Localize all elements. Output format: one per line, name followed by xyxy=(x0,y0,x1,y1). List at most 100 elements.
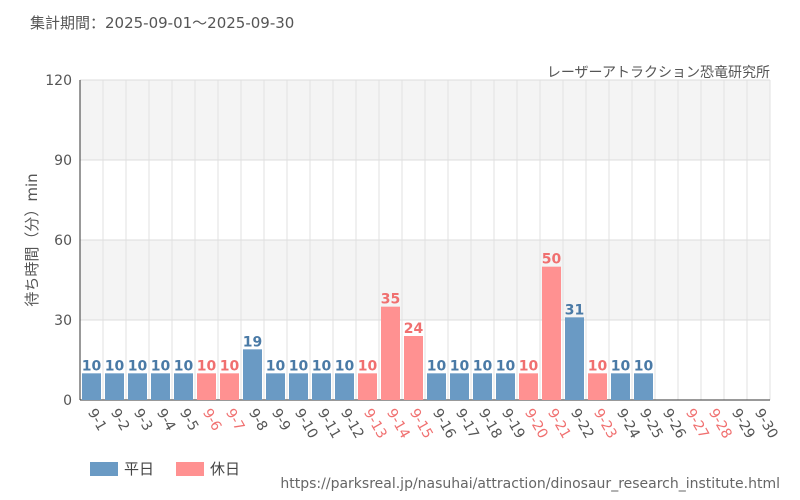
x-tick-label: 9-17 xyxy=(452,406,482,442)
y-tick-label: 0 xyxy=(63,393,72,409)
legend-label-holiday: 休日 xyxy=(210,460,241,478)
data-label: 10 xyxy=(266,358,286,374)
x-tick-label: 9-12 xyxy=(337,406,367,442)
data-label: 10 xyxy=(151,358,171,374)
bar xyxy=(82,373,101,400)
bar xyxy=(243,349,262,400)
data-label: 10 xyxy=(128,358,148,374)
weekday-swatch xyxy=(90,461,118,476)
x-tick-label: 9-19 xyxy=(498,406,528,442)
bar xyxy=(197,373,216,400)
data-label: 10 xyxy=(105,358,125,374)
data-label: 10 xyxy=(496,358,516,374)
bar xyxy=(220,373,239,400)
bar xyxy=(105,373,124,400)
bar xyxy=(404,336,423,400)
data-label: 10 xyxy=(611,358,631,374)
y-tick-label: 90 xyxy=(54,153,72,169)
bar xyxy=(335,373,354,400)
axes xyxy=(79,80,770,401)
x-tick-label: 9-23 xyxy=(590,406,620,442)
x-tick-label: 9-13 xyxy=(360,406,390,442)
bar xyxy=(565,317,584,400)
bar xyxy=(128,373,147,400)
x-tick-label: 9-21 xyxy=(544,406,574,442)
data-label: 10 xyxy=(312,358,332,374)
x-tick-label: 9-25 xyxy=(636,406,666,442)
bar xyxy=(496,373,515,400)
x-tick-label: 9-5 xyxy=(176,406,201,434)
x-tick-label: 9-28 xyxy=(705,406,735,442)
data-label: 35 xyxy=(381,292,400,308)
bar xyxy=(473,373,492,400)
x-tick-label: 9-11 xyxy=(314,406,344,442)
y-tick-label: 120 xyxy=(45,73,72,89)
data-label: 10 xyxy=(358,358,378,374)
x-tick-label: 9-29 xyxy=(728,406,758,442)
bar xyxy=(312,373,331,400)
x-tick-label: 9-18 xyxy=(475,406,505,442)
bar xyxy=(151,373,170,400)
x-tick-label: 9-2 xyxy=(107,406,132,434)
data-label: 10 xyxy=(473,358,493,374)
x-tick-labels: 9-19-29-39-49-59-69-79-89-99-109-119-129… xyxy=(84,406,781,442)
x-tick-label: 9-26 xyxy=(659,406,689,442)
legend-label-weekday: 平日 xyxy=(124,460,155,478)
data-label: 10 xyxy=(82,358,102,374)
x-tick-label: 9-16 xyxy=(429,406,459,442)
bar xyxy=(266,373,285,400)
bar xyxy=(519,373,538,400)
bar xyxy=(289,373,308,400)
data-label: 31 xyxy=(565,302,584,318)
holiday-swatch xyxy=(176,461,205,476)
data-label: 10 xyxy=(519,358,539,374)
y-tick-label: 60 xyxy=(54,233,72,249)
data-label: 10 xyxy=(220,358,240,374)
bar xyxy=(174,373,193,400)
data-label: 24 xyxy=(404,321,424,337)
y-axis-label: 待ち時間（分）min xyxy=(23,173,41,306)
period-label: 集計期間：2025-09-01～2025-09-30 xyxy=(30,14,295,32)
data-label: 10 xyxy=(588,358,608,374)
bar xyxy=(588,373,607,400)
data-label: 10 xyxy=(450,358,470,374)
bar xyxy=(381,306,400,400)
data-label: 10 xyxy=(174,358,194,374)
x-tick-label: 9-15 xyxy=(406,406,436,442)
x-tick-label: 9-20 xyxy=(521,406,551,442)
facility-name: レーザーアトラクション恐竜研究所 xyxy=(546,65,770,81)
data-label: 10 xyxy=(289,358,309,374)
source-url: https://parksreal.jp/nasuhai/attraction/… xyxy=(280,476,780,492)
x-tick-label: 9-8 xyxy=(245,406,270,434)
x-tick-label: 9-14 xyxy=(383,406,413,442)
bar xyxy=(427,373,446,400)
data-label: 50 xyxy=(542,252,562,268)
x-tick-label: 9-10 xyxy=(291,406,321,442)
x-tick-label: 9-9 xyxy=(268,406,293,434)
data-label: 10 xyxy=(197,358,217,374)
x-tick-label: 9-7 xyxy=(222,406,247,434)
legend-item-weekday: 平日 xyxy=(90,458,154,479)
data-label: 10 xyxy=(634,358,654,374)
x-tick-label: 9-1 xyxy=(84,406,109,434)
data-label: 10 xyxy=(335,358,355,374)
x-tick-label: 9-30 xyxy=(751,406,781,442)
bar xyxy=(634,373,653,400)
bars xyxy=(82,266,653,400)
legend: 平日 休日 xyxy=(90,458,240,479)
bar xyxy=(358,373,377,400)
x-tick-label: 9-6 xyxy=(199,406,224,434)
y-tick-label: 30 xyxy=(54,313,72,329)
x-tick-label: 9-27 xyxy=(682,406,712,442)
bar xyxy=(611,373,630,400)
data-label: 19 xyxy=(243,334,262,350)
y-tick-labels: 0 30 60 90 120 xyxy=(45,73,72,409)
x-tick-label: 9-3 xyxy=(130,406,155,434)
x-tick-label: 9-22 xyxy=(567,406,597,442)
legend-item-holiday: 休日 xyxy=(176,458,240,479)
x-tick-label: 9-24 xyxy=(613,406,643,442)
x-tick-label: 9-4 xyxy=(153,406,178,434)
